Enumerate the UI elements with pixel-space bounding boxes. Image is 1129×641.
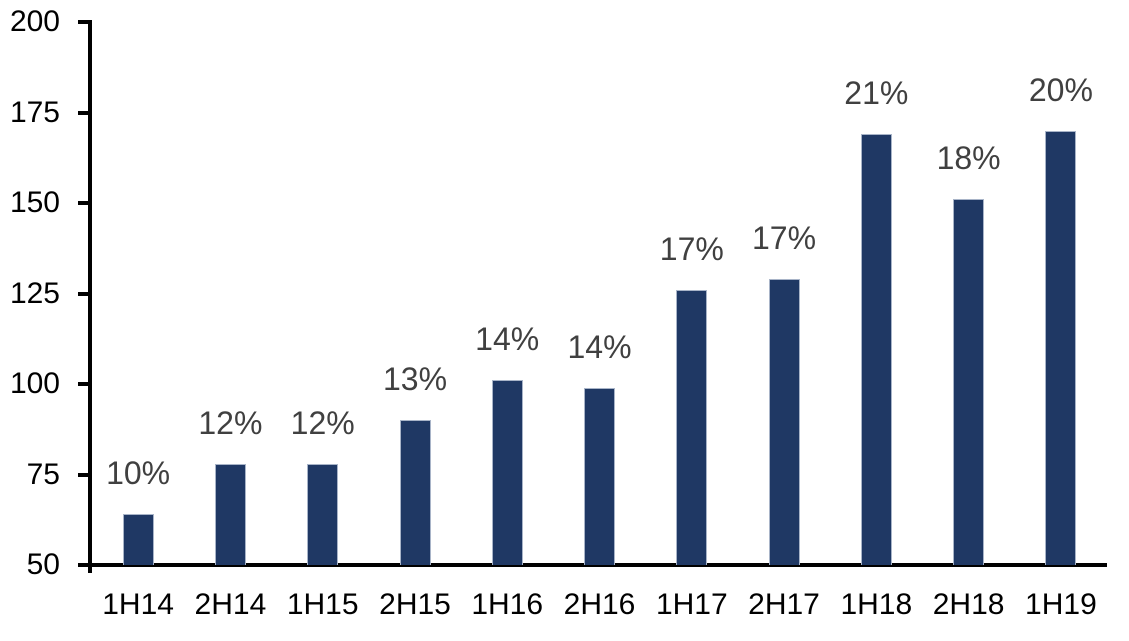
x-category-label: 1H16 — [471, 588, 544, 621]
x-category-label: 1H14 — [102, 588, 174, 621]
y-tick — [78, 20, 92, 24]
y-tick-label: 200 — [9, 5, 60, 38]
bar — [214, 463, 246, 565]
bar — [676, 289, 708, 565]
bar — [768, 279, 800, 565]
bar-data-label: 10% — [106, 455, 171, 492]
bar-data-label: 17% — [659, 230, 724, 267]
bar-data-label: 14% — [475, 321, 540, 358]
x-category-label: 1H19 — [1025, 588, 1097, 621]
x-axis-line — [78, 563, 1107, 567]
bar-data-label: 12% — [198, 404, 263, 441]
y-tick-label: 175 — [9, 95, 60, 129]
bar-data-label: 12% — [290, 404, 355, 441]
y-tick-label: 50 — [26, 548, 60, 581]
bar-data-label: 20% — [1028, 71, 1093, 108]
bar — [122, 514, 154, 565]
bar — [491, 380, 523, 565]
x-category-label: 1H17 — [655, 588, 728, 621]
bar-data-label: 17% — [751, 220, 817, 256]
y-tick-label: 150 — [9, 186, 60, 219]
bar — [399, 420, 431, 565]
bar-data-label: 14% — [567, 328, 632, 365]
y-tick — [78, 291, 92, 296]
x-category-label: 2H16 — [563, 588, 636, 621]
bar — [953, 199, 985, 565]
x-category-label: 1H15 — [286, 588, 359, 621]
y-tick — [78, 563, 92, 567]
bar — [307, 463, 339, 565]
x-category-label: 2H18 — [932, 588, 1005, 621]
y-tick — [78, 382, 92, 386]
y-axis-line — [88, 20, 92, 573]
bar — [860, 134, 892, 565]
y-tick-label: 125 — [9, 276, 60, 310]
x-category-label: 2H17 — [748, 588, 820, 621]
y-tick-label: 100 — [9, 367, 60, 400]
y-tick — [78, 472, 92, 477]
bar-data-label: 13% — [382, 361, 448, 398]
y-tick-label: 75 — [26, 457, 60, 491]
y-tick — [78, 110, 92, 115]
bar — [584, 387, 615, 565]
x-category-label: 1H18 — [840, 588, 913, 621]
x-category-label: 2H15 — [379, 588, 451, 621]
bar-data-label: 21% — [844, 75, 909, 112]
y-tick — [78, 201, 92, 205]
bar — [1045, 130, 1077, 565]
x-category-label: 2H14 — [194, 588, 267, 621]
bar-data-label: 18% — [936, 140, 1001, 177]
